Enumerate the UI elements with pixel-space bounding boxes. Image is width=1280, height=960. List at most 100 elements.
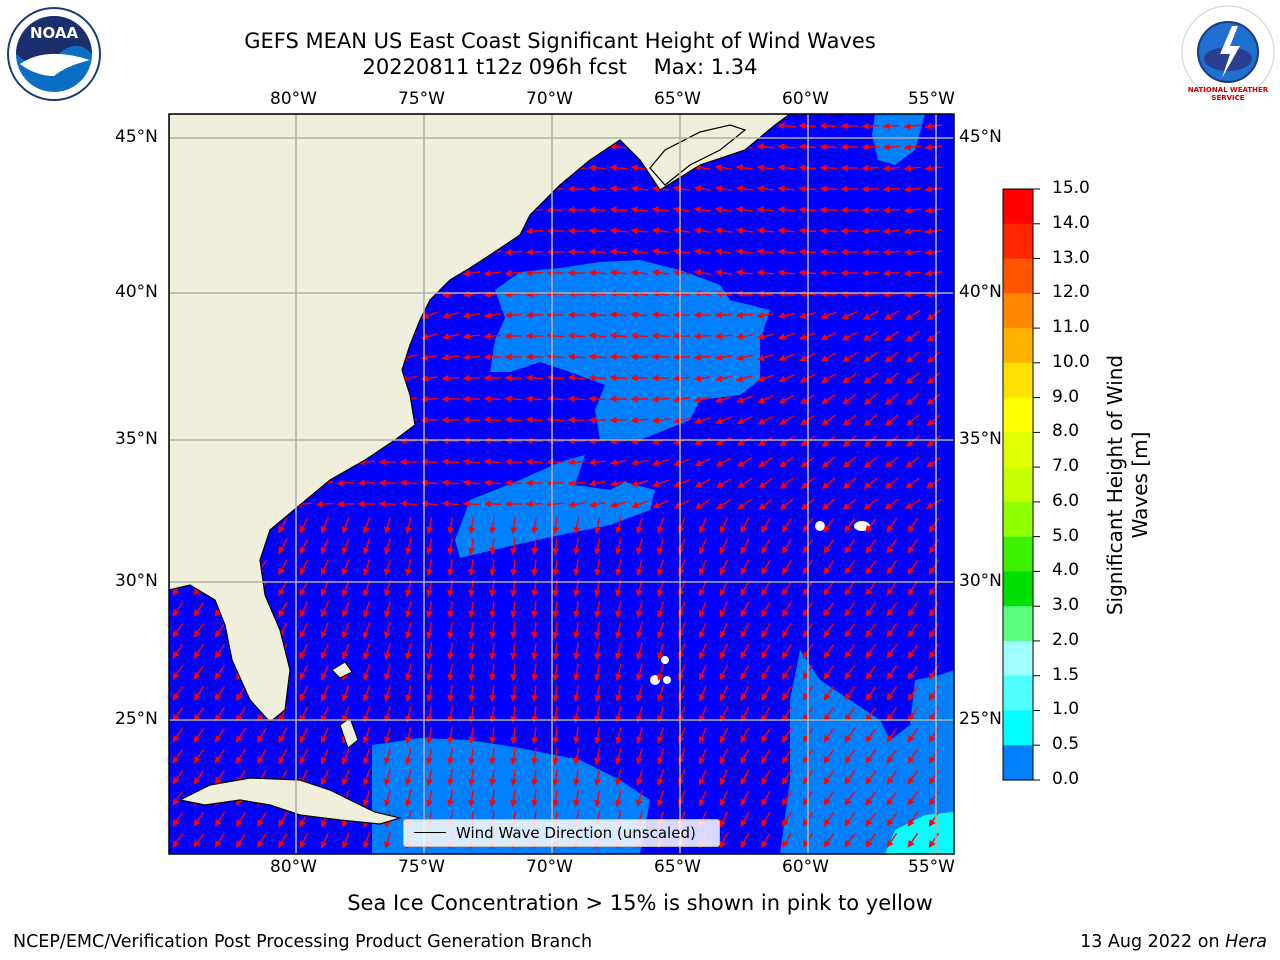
colorbar-swatch: [1003, 501, 1033, 538]
wave-direction-arrow: [823, 602, 835, 617]
wave-direction-arrow: [193, 602, 205, 617]
wave-direction-arrow: [299, 832, 309, 849]
wave-direction-arrow: [447, 726, 455, 745]
wave-direction-arrow: [756, 164, 774, 172]
wave-direction-arrow: [525, 500, 544, 508]
wave-direction-arrow: [504, 269, 523, 277]
lat-label-left: 35°N: [115, 429, 158, 449]
wave-direction-arrow: [714, 227, 733, 235]
wave-direction-arrow: [468, 747, 476, 766]
footer-date-text: 13 Aug 2022 on: [1080, 932, 1220, 952]
wave-direction-arrow: [609, 353, 628, 361]
wave-direction-arrow: [257, 832, 267, 848]
wave-direction-arrow: [615, 538, 622, 556]
lon-label-top: 75°W: [398, 89, 445, 109]
wave-direction-arrow: [315, 500, 334, 508]
wave-direction-arrow: [489, 601, 497, 619]
wave-direction-arrow: [886, 728, 898, 743]
wave-direction-arrow: [907, 602, 919, 617]
wave-direction-arrow: [531, 685, 539, 703]
wave-direction-arrow: [926, 393, 941, 406]
wave-direction-arrow: [341, 706, 350, 723]
wave-direction-arrow: [320, 832, 329, 849]
wave-direction-arrow: [842, 456, 857, 469]
wave-direction-arrow: [693, 185, 712, 193]
wave-direction-arrow: [736, 436, 753, 446]
wave-direction-arrow: [820, 332, 837, 341]
wave-direction-arrow: [278, 601, 288, 618]
wave-direction-arrow: [673, 458, 690, 467]
wave-direction-arrow: [588, 269, 607, 277]
wave-direction-arrow: [737, 477, 752, 489]
wave-direction-arrow: [693, 269, 712, 277]
colorbar-swatch: [1003, 675, 1033, 712]
wave-direction-arrow: [525, 395, 544, 403]
wave-direction-arrow: [761, 727, 771, 744]
wave-direction-arrow: [609, 269, 628, 277]
wave-direction-arrow: [609, 164, 628, 172]
wave-direction-arrow: [235, 727, 246, 743]
wave-direction-arrow: [383, 538, 391, 556]
wave-direction-arrow: [489, 559, 497, 577]
wave-direction-arrow: [886, 812, 898, 827]
colorbar-tick-label: 1.5: [1052, 664, 1080, 685]
wave-direction-arrow: [483, 479, 502, 487]
wave-direction-arrow: [698, 685, 707, 702]
wave-direction-arrow: [504, 395, 523, 403]
wave-direction-arrow: [758, 436, 774, 446]
wave-direction-arrow: [781, 832, 792, 848]
wave-direction-arrow: [510, 559, 518, 577]
wave-direction-arrow: [865, 749, 877, 764]
wave-direction-arrow: [546, 500, 565, 508]
wave-direction-arrow: [630, 206, 649, 214]
wave-direction-arrow: [672, 311, 691, 319]
wave-direction-arrow: [468, 663, 476, 682]
wave-direction-arrow: [698, 769, 707, 786]
wave-direction-arrow: [737, 498, 752, 510]
wave-direction-arrow: [905, 372, 920, 385]
wave-direction-arrow: [735, 354, 753, 361]
wave-direction-arrow: [756, 354, 774, 362]
wave-direction-arrow: [193, 644, 205, 659]
wave-direction-arrow: [552, 643, 560, 661]
wave-direction-arrow: [886, 707, 898, 722]
wave-direction-arrow: [489, 685, 497, 703]
wave-direction-arrow: [635, 580, 643, 598]
wave-direction-arrow: [609, 185, 628, 193]
wave-direction-arrow: [884, 310, 900, 320]
wave-direction-arrow: [172, 623, 184, 638]
wave-direction-arrow: [546, 353, 565, 361]
wave-direction-arrow: [531, 664, 539, 682]
wave-direction-arrow: [615, 622, 622, 640]
wave-direction-arrow: [193, 686, 205, 701]
wave-direction-arrow: [886, 560, 898, 575]
wave-direction-arrow: [865, 812, 877, 827]
wave-direction-arrow: [447, 621, 455, 640]
wave-direction-arrow: [567, 353, 586, 361]
wave-direction-arrow: [823, 833, 835, 848]
wave-direction-arrow: [820, 352, 837, 362]
wave-direction-arrow: [341, 748, 350, 765]
wave-direction-arrow: [735, 311, 754, 319]
wave-direction-arrow: [844, 581, 856, 596]
wave-direction-arrow: [714, 332, 733, 340]
wave-direction-arrow: [761, 685, 771, 702]
wave-direction-arrow: [928, 601, 939, 617]
wave-direction-arrow: [447, 558, 455, 577]
wave-direction-arrow: [278, 580, 288, 597]
wave-direction-arrow: [609, 458, 628, 466]
colorbar-tick-label: 2.0: [1052, 629, 1080, 650]
wave-direction-arrow: [483, 311, 501, 319]
wave-direction-arrow: [698, 664, 707, 681]
lon-label-bottom: 70°W: [526, 857, 573, 877]
wave-direction-arrow: [719, 538, 729, 555]
wave-direction-arrow: [552, 559, 560, 577]
wave-direction-arrow: [214, 833, 226, 848]
colorbar-tick-label: 7.0: [1052, 456, 1080, 477]
wave-direction-arrow: [735, 185, 753, 193]
wave-direction-arrow: [214, 644, 226, 659]
wave-direction-arrow: [740, 832, 750, 849]
wave-direction-arrow: [693, 164, 712, 172]
wave-direction-arrow: [693, 227, 712, 235]
wave-direction-arrow: [740, 664, 750, 681]
